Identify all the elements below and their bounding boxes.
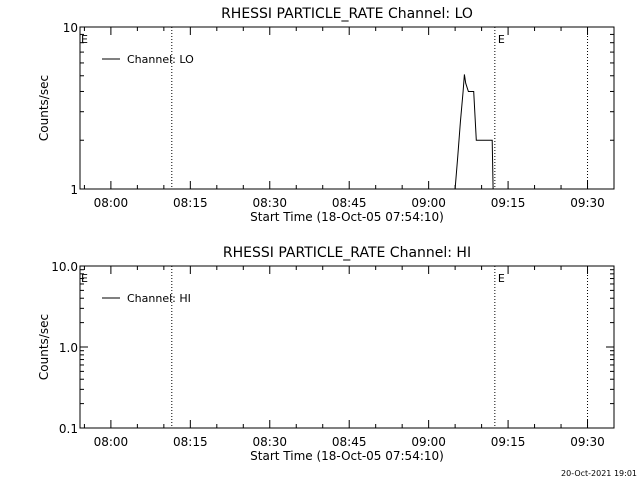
panel2-chart-title: RHESSI PARTICLE_RATE Channel: HI (223, 245, 471, 261)
panel2-plot-frame (79, 265, 615, 429)
panel1-corner-label: E (81, 33, 88, 46)
panel1-plot-frame (79, 26, 615, 190)
panel2-x-axis-label: Start Time (18-Oct-05 07:54:10) (250, 449, 444, 463)
panel2-x-tick-label: 08:45 (332, 435, 367, 449)
panel2-x-tick-label: 08:15 (173, 435, 208, 449)
panel2-x-tick-label: 08:30 (252, 435, 287, 449)
panel1-y-tick-label: 10 (63, 21, 78, 35)
panel1-x-tick-label: 09:15 (491, 196, 526, 210)
panel1-time-marker-label: E (498, 33, 505, 46)
panel1-x-tick-label: 08:45 (332, 196, 367, 210)
panel2-corner-label: E (81, 272, 88, 285)
panel2-x-tick-label: 09:30 (570, 435, 605, 449)
panel2-x-tick-label: 09:15 (491, 435, 526, 449)
panel2-y-axis-label: Counts/sec (37, 314, 51, 380)
panel1-x-axis-label: Start Time (18-Oct-05 07:54:10) (250, 210, 444, 224)
panel2-y-tick-label: 1.0 (59, 341, 78, 355)
panel1-x-tick-label: 08:15 (173, 196, 208, 210)
panel1-x-tick-label: 09:30 (570, 196, 605, 210)
panel2-y-tick-label: 10.0 (51, 260, 78, 274)
panel1-x-tick-label: 09:00 (411, 196, 446, 210)
panel1-chart-title: RHESSI PARTICLE_RATE Channel: LO (221, 6, 473, 22)
panel1-y-axis-label: Counts/sec (37, 75, 51, 141)
panel2-y-tick-label: 0.1 (59, 422, 78, 436)
panel1-y-tick-label: 1 (70, 183, 78, 197)
panel2-legend-label: Channel: HI (127, 292, 191, 305)
panel1-series-line (454, 74, 494, 190)
panel1-legend-label: Channel: LO (127, 53, 194, 66)
timestamp-label: 20-Oct-2021 19:01 (561, 469, 637, 478)
panel1-x-tick-label: 08:30 (252, 196, 287, 210)
panel1-x-tick-label: 08:00 (94, 196, 129, 210)
panel2-x-tick-label: 09:00 (411, 435, 446, 449)
panel2-time-marker-label: E (498, 272, 505, 285)
panel2-x-tick-label: 08:00 (94, 435, 129, 449)
